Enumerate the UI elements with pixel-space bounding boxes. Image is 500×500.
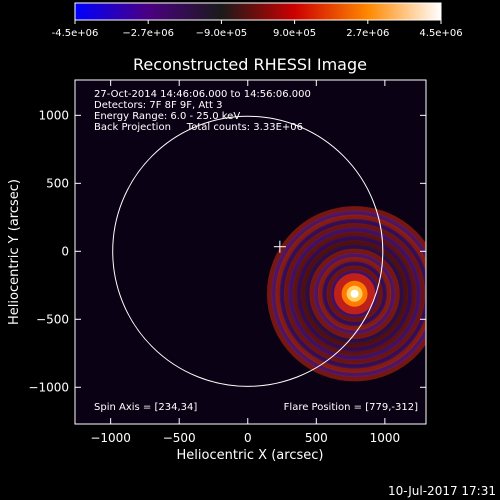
image-ring (313, 252, 396, 335)
image-ring (322, 261, 387, 327)
flare-source-peak (350, 289, 359, 298)
colorbar-ticks: -4.5e+06 −2.7e+06 −9.0e+05 9.0e+05 2.7e+06 4.… (52, 20, 463, 39)
solar-limb-circle (112, 115, 384, 387)
x-tick-label: 0 (244, 431, 252, 445)
annotation-method-counts: Back Projection Total counts: 3.33E+06 (94, 122, 303, 133)
colorbar-gradient (74, 2, 442, 21)
y-axis: 1000 500 0 −500 −1000 (28, 108, 426, 394)
y-tick-label: 0 (61, 244, 69, 258)
flare-position-label: Flare Position = [779,-312] (284, 402, 418, 413)
image-ring (279, 218, 426, 369)
colorbar-tick-label: −2.7e+06 (122, 28, 174, 39)
annotation-energy-range: Energy Range: 6.0 - 25.0 keV (94, 111, 240, 122)
image-ring (333, 273, 376, 315)
y-tick-label: 500 (46, 176, 69, 190)
image-ring (296, 235, 413, 352)
colorbar-tick-label: 2.7e+06 (346, 28, 389, 39)
colorbar-tick-label: 9.0e+05 (273, 28, 316, 39)
x-tick-label: 1000 (370, 431, 401, 445)
footer-timestamp: 10-Jul-2017 17:31 (388, 484, 496, 498)
colorbar-tick-label: 4.5e+06 (419, 28, 462, 39)
y-tick-label: 1000 (38, 108, 69, 122)
image-ring (317, 257, 392, 331)
x-axis-label: Heliocentric X (arcsec) (177, 448, 324, 463)
x-tick-label: −500 (163, 431, 196, 445)
y-tick-label: −1000 (28, 380, 69, 394)
image-area (74, 79, 427, 425)
reconstructed-image (112, 115, 426, 387)
x-axis: −1000 −500 0 500 1000 (90, 80, 400, 445)
annotation-detectors: Detectors: 7F 8F 9F, Att 3 (94, 100, 222, 111)
image-ring (292, 231, 417, 356)
x-tick-label: 500 (305, 431, 328, 445)
x-tick-label: −1000 (90, 431, 131, 445)
y-tick-label: −500 (36, 312, 69, 326)
image-ring (275, 214, 426, 373)
spin-axis-label: Spin Axis = [234,34] (94, 402, 197, 413)
colorbar-tick-label: -4.5e+06 (52, 28, 99, 39)
image-ring (326, 265, 383, 322)
annotations: 27-Oct-2014 14:46:06.000 to 14:56:06.000… (94, 89, 418, 413)
image-ring (266, 206, 426, 382)
image-ring (305, 244, 404, 344)
colorbar-tick-label: −9.0e+05 (196, 28, 248, 39)
y-axis-label: Heliocentric Y (arcsec) (7, 179, 22, 325)
image-ring (271, 210, 426, 378)
colorbar: -4.5e+06 −2.7e+06 −9.0e+05 9.0e+05 2.7e+06 4.… (52, 2, 463, 39)
image-ring (300, 240, 409, 348)
chart-title: Reconstructed RHESSI Image (133, 55, 367, 74)
image-ring (309, 248, 400, 339)
plot-frame (74, 79, 427, 425)
image-ring (288, 227, 421, 361)
image-ring (283, 223, 426, 365)
annotation-time-range: 27-Oct-2014 14:46:06.000 to 14:56:06.000 (94, 89, 311, 100)
